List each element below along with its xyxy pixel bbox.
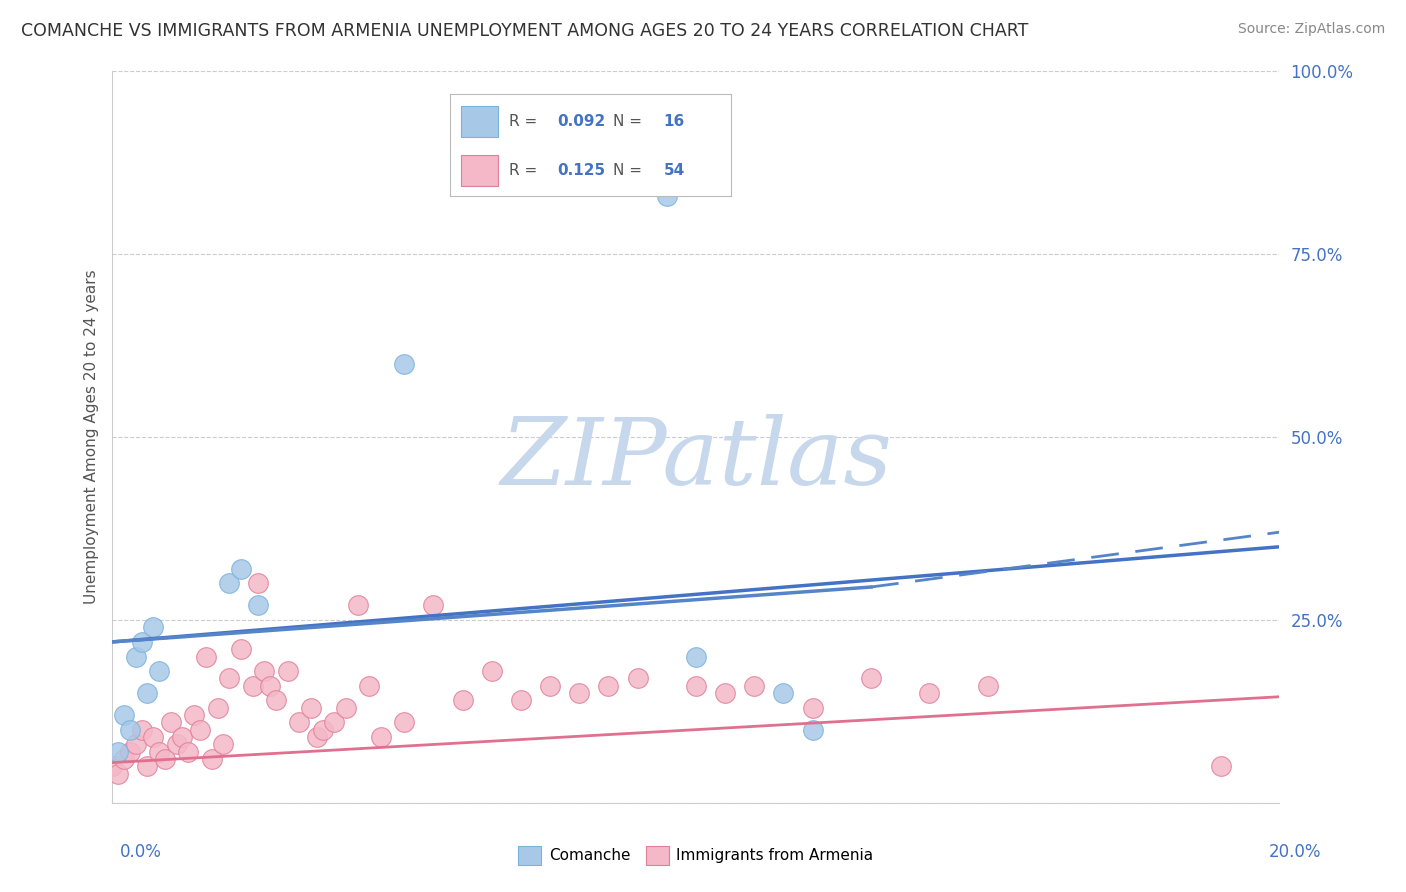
Point — [107, 766, 129, 780]
Point — [218, 576, 240, 591]
Text: 0.125: 0.125 — [557, 163, 605, 178]
FancyBboxPatch shape — [461, 155, 498, 186]
Point — [242, 679, 264, 693]
Point — [142, 730, 165, 744]
Text: COMANCHE VS IMMIGRANTS FROM ARMENIA UNEMPLOYMENT AMONG AGES 20 TO 24 YEARS CORRE: COMANCHE VS IMMIGRANTS FROM ARMENIA UNEM… — [21, 22, 1028, 40]
Point — [288, 715, 311, 730]
Point — [118, 723, 141, 737]
Point — [359, 679, 381, 693]
Point — [568, 686, 591, 700]
Point — [772, 686, 794, 700]
Point — [259, 679, 281, 693]
Point — [107, 745, 129, 759]
Point — [201, 752, 224, 766]
Text: 0.0%: 0.0% — [120, 843, 162, 861]
Point — [247, 576, 270, 591]
Point — [394, 715, 416, 730]
Point — [335, 700, 357, 714]
Point — [714, 686, 737, 700]
Point — [742, 679, 765, 693]
Point — [112, 708, 135, 723]
Text: N =: N = — [613, 163, 647, 178]
Point — [509, 693, 531, 707]
Point — [311, 723, 333, 737]
Point — [212, 737, 235, 751]
Text: 0.092: 0.092 — [557, 114, 605, 128]
Point — [177, 745, 200, 759]
Text: N =: N = — [613, 114, 647, 128]
Point — [142, 620, 165, 634]
Y-axis label: Unemployment Among Ages 20 to 24 years: Unemployment Among Ages 20 to 24 years — [83, 269, 98, 605]
Point — [685, 679, 707, 693]
Point — [1209, 759, 1232, 773]
Point — [264, 693, 287, 707]
Point — [229, 642, 252, 657]
Point — [125, 649, 148, 664]
Point — [299, 700, 322, 714]
Point — [918, 686, 941, 700]
Point — [125, 737, 148, 751]
Point — [481, 664, 503, 678]
Point — [394, 357, 416, 371]
Point — [153, 752, 176, 766]
Point — [218, 672, 240, 686]
Point — [627, 672, 650, 686]
Point — [305, 730, 328, 744]
Text: 16: 16 — [664, 114, 685, 128]
Point — [655, 188, 678, 202]
Text: 54: 54 — [664, 163, 685, 178]
Point — [172, 730, 194, 744]
Text: R =: R = — [509, 163, 543, 178]
Point — [346, 599, 368, 613]
Point — [118, 745, 141, 759]
Point — [183, 708, 205, 723]
Point — [207, 700, 229, 714]
Point — [166, 737, 188, 751]
Point — [801, 723, 824, 737]
Point — [112, 752, 135, 766]
Point — [131, 635, 153, 649]
Text: ZIPatlas: ZIPatlas — [501, 414, 891, 504]
Point — [188, 723, 211, 737]
FancyBboxPatch shape — [461, 106, 498, 136]
Point — [976, 679, 998, 693]
Point — [148, 745, 170, 759]
Point — [801, 700, 824, 714]
Point — [136, 686, 159, 700]
Point — [422, 599, 444, 613]
Point — [860, 672, 883, 686]
Point — [194, 649, 217, 664]
Legend: Comanche, Immigrants from Armenia: Comanche, Immigrants from Armenia — [519, 846, 873, 864]
Point — [685, 649, 707, 664]
Point — [538, 679, 561, 693]
Point — [598, 679, 620, 693]
Point — [148, 664, 170, 678]
Point — [160, 715, 183, 730]
Point — [323, 715, 346, 730]
Point — [229, 562, 252, 576]
Text: R =: R = — [509, 114, 543, 128]
Point — [370, 730, 392, 744]
Point — [276, 664, 298, 678]
Point — [131, 723, 153, 737]
Text: Source: ZipAtlas.com: Source: ZipAtlas.com — [1237, 22, 1385, 37]
Point — [136, 759, 159, 773]
Point — [247, 599, 270, 613]
Point — [451, 693, 474, 707]
Point — [101, 759, 124, 773]
Text: 20.0%: 20.0% — [1270, 843, 1322, 861]
Point — [253, 664, 276, 678]
